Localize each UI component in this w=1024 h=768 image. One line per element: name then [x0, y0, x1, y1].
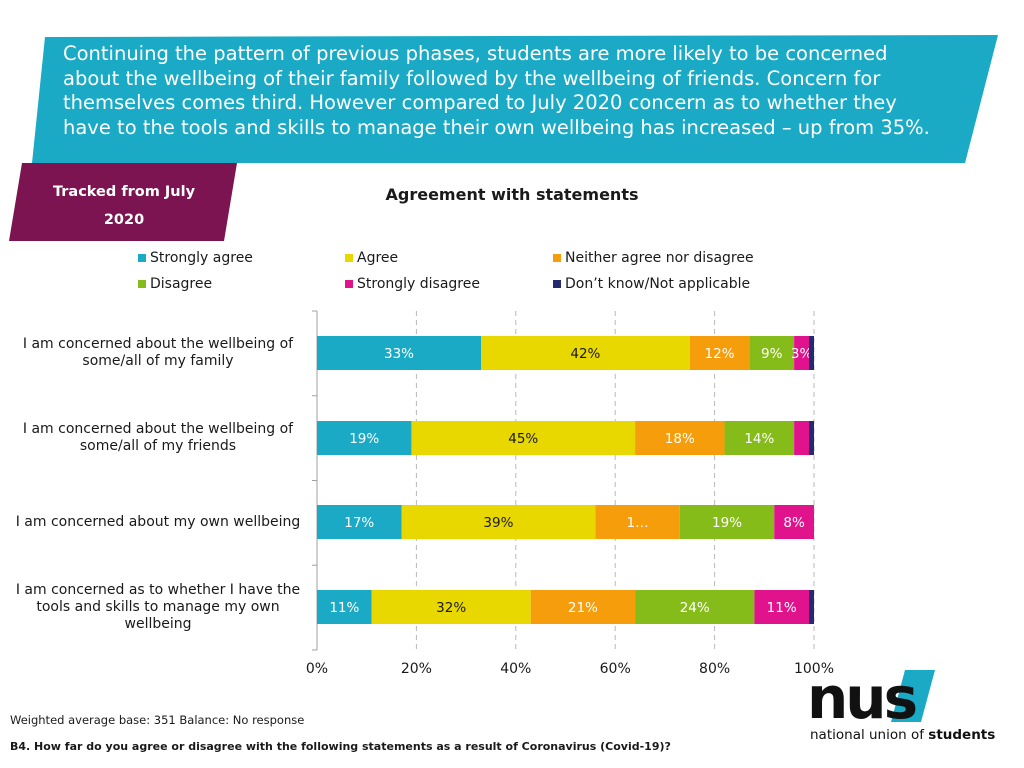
bar-segment	[774, 505, 814, 539]
footnote-base: Weighted average base: 351 Balance: No r…	[10, 713, 305, 727]
data-label: 21%	[568, 600, 598, 616]
x-tick-label: 0%	[306, 661, 328, 677]
data-label: 3%	[791, 346, 813, 362]
chart-title: Agreement with statements	[385, 185, 639, 204]
bar-segment	[371, 590, 531, 624]
data-label: 9%	[761, 346, 783, 362]
data-label: 39%	[483, 515, 513, 531]
bar-segment	[635, 590, 755, 624]
data-label: 11%	[767, 600, 797, 616]
data-label: 14%	[744, 431, 774, 447]
header-text: Continuing the pattern of previous phase…	[63, 42, 930, 139]
data-label: 42%	[570, 346, 600, 362]
category-label: I am concerned about the wellbeing of so…	[22, 421, 294, 454]
x-tick-label: 100%	[794, 661, 834, 677]
legend-label: Strongly disagree	[357, 276, 480, 292]
bar-segment	[724, 421, 795, 455]
legend-item: Disagree	[138, 276, 212, 292]
data-label: 1…	[627, 515, 649, 531]
bar-segment	[689, 336, 750, 370]
category-label: I am concerned about the wellbeing of so…	[22, 336, 294, 369]
data-label: 19%	[712, 515, 742, 531]
legend-item: Strongly disagree	[345, 276, 480, 292]
data-label: 11%	[329, 600, 359, 616]
header-banner	[32, 35, 998, 163]
bar-segment	[595, 505, 680, 539]
legend-swatch	[553, 254, 561, 262]
legend-label: Don’t know/Not applicable	[565, 276, 751, 292]
legend-item: Don’t know/Not applicable	[553, 276, 750, 292]
legend-swatch	[345, 280, 353, 288]
tracked-tag: Tracked from July 2020	[24, 178, 224, 234]
bar-segment	[635, 421, 725, 455]
data-label: 32%	[436, 600, 466, 616]
category-label: I am concerned about my own wellbeing	[15, 513, 301, 530]
tracked-tag-line2: 2020	[103, 212, 145, 228]
bar-segment	[530, 590, 636, 624]
bar-segment	[754, 590, 810, 624]
bar-segment	[317, 336, 482, 370]
bar-segment	[809, 590, 814, 624]
footnote-question: B4. How far do you agree or disagree wit…	[10, 740, 671, 753]
legend-swatch	[345, 254, 353, 262]
nus-logo: nus national union of students	[807, 666, 995, 743]
data-label: 12%	[705, 346, 735, 362]
legend-swatch	[138, 280, 146, 288]
bar-segment	[401, 505, 596, 539]
bar-segment	[809, 421, 814, 455]
legend-label: Strongly agree	[150, 250, 253, 266]
data-label: 17%	[344, 515, 374, 531]
bar-segment	[317, 421, 412, 455]
bar-segment	[411, 421, 636, 455]
bar-segment	[317, 505, 402, 539]
data-label: 18%	[665, 431, 695, 447]
legend-label: Disagree	[150, 276, 213, 292]
logo-wordmark: nus	[807, 666, 916, 732]
x-tick-label: 60%	[600, 661, 631, 677]
bar-segment	[749, 336, 795, 370]
x-tick-label: 20%	[401, 661, 432, 677]
data-label: 45%	[508, 431, 538, 447]
logo-tagline: national union of students	[810, 727, 995, 743]
legend-item: Agree	[345, 250, 398, 266]
legend-swatch	[553, 280, 561, 288]
category-label: I am concerned as to whether I have the …	[15, 581, 301, 632]
tracked-tag-shape	[9, 163, 237, 241]
bar-segment	[679, 505, 775, 539]
data-label: 8%	[783, 515, 805, 531]
bar-segment	[809, 336, 814, 370]
data-label: 33%	[384, 346, 414, 362]
x-tick-label: 40%	[500, 661, 531, 677]
legend-swatch	[138, 254, 146, 262]
legend-label: Agree	[357, 250, 399, 266]
x-tick-label: 80%	[699, 661, 730, 677]
data-label: 24%	[680, 600, 710, 616]
legend-item: Neither agree nor disagree	[553, 250, 754, 266]
bar-segment	[481, 336, 690, 370]
tracked-tag-line1: Tracked from July	[52, 184, 196, 200]
legend-label: Neither agree nor disagree	[565, 250, 754, 266]
bar-segment	[794, 336, 810, 370]
bar-segment	[317, 590, 372, 624]
bar-segment	[794, 421, 810, 455]
data-label: 19%	[349, 431, 379, 447]
legend-item: Strongly agree	[138, 250, 253, 266]
